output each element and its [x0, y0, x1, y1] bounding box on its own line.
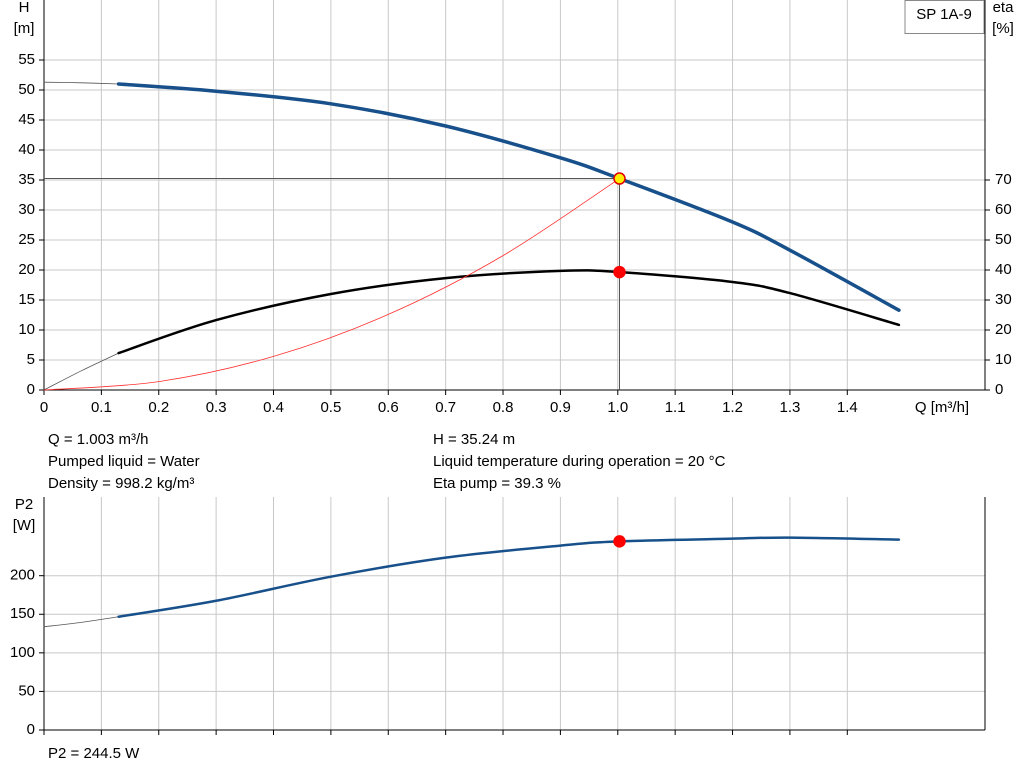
- y-tick-label: 25: [18, 231, 35, 248]
- x-tick-label: 0.4: [263, 399, 284, 416]
- x-tick-label: 0.2: [148, 399, 169, 416]
- y-axis-label: H: [19, 0, 30, 16]
- x-tick-label: 0: [40, 399, 48, 416]
- y-tick-label: 50: [18, 682, 35, 699]
- x-axis-label: Q [m³/h]: [915, 399, 969, 416]
- y2-tick-label: 50: [995, 231, 1012, 248]
- curve: [117, 269, 901, 355]
- y-tick-label: 50: [18, 81, 35, 98]
- y-tick-label: 100: [10, 644, 35, 661]
- y-axis-label: P2: [15, 496, 33, 513]
- chart-title: SP 1A-9: [916, 6, 972, 23]
- title-box: [904, 0, 985, 34]
- y2-tick-label: 10: [995, 351, 1012, 368]
- y-tick-label: 40: [18, 141, 35, 158]
- y-tick-label: 30: [18, 201, 35, 218]
- y2-tick-label: 70: [995, 171, 1012, 188]
- info-text: Density = 998.2 kg/m³: [48, 475, 194, 492]
- y-tick-label: 10: [18, 321, 35, 338]
- x-tick-label: 1.4: [837, 399, 858, 416]
- info-text: H = 35.24 m: [433, 431, 515, 448]
- y-axis-unit: [W]: [13, 517, 36, 534]
- y-tick-label: 35: [18, 171, 35, 188]
- info-text: Pumped liquid = Water: [48, 453, 200, 470]
- y-tick-label: 15: [18, 291, 35, 308]
- x-tick-label: 1.1: [665, 399, 686, 416]
- info-text: Eta pump = 39.3 %: [433, 475, 561, 492]
- y2-axis-label: eta: [993, 0, 1015, 16]
- y2-axis-unit: [%]: [992, 20, 1014, 37]
- x-tick-label: 0.3: [206, 399, 227, 416]
- y2-tick-label: 20: [995, 321, 1012, 338]
- y2-tick-label: 30: [995, 291, 1012, 308]
- y2-tick-label: 40: [995, 261, 1012, 278]
- operating-point: [613, 265, 626, 279]
- curve: [116, 82, 901, 312]
- y-axis-unit: [m]: [14, 20, 35, 37]
- y-tick-label: 200: [10, 567, 35, 584]
- info-text: Q = 1.003 m³/h: [48, 431, 148, 448]
- x-tick-label: 0.1: [91, 399, 112, 416]
- curve: [117, 536, 901, 618]
- operating-point: [613, 535, 626, 548]
- x-tick-label: 1.2: [722, 399, 743, 416]
- y2-tick-label: 0: [995, 381, 1003, 398]
- y-tick-label: 150: [10, 605, 35, 622]
- y2-tick-label: 60: [995, 201, 1012, 218]
- curve: [43, 616, 119, 628]
- info-text: Liquid temperature during operation = 20…: [433, 453, 726, 470]
- x-tick-label: 1.3: [779, 399, 800, 416]
- x-tick-label: 0.5: [320, 399, 341, 416]
- x-tick-label: 0.7: [435, 399, 456, 416]
- curve: [43, 178, 620, 391]
- x-tick-label: 0.6: [378, 399, 399, 416]
- curve: [43, 81, 119, 85]
- curve: [43, 352, 119, 391]
- y-tick-label: 0: [27, 721, 35, 738]
- y-tick-label: 5: [27, 351, 35, 368]
- y-tick-label: 45: [18, 111, 35, 128]
- y-tick-label: 20: [18, 261, 35, 278]
- x-tick-label: 0.9: [550, 399, 571, 416]
- operating-point: [613, 172, 626, 185]
- x-tick-label: 0.8: [493, 399, 514, 416]
- y-tick-label: 0: [27, 381, 35, 398]
- info-text: P2 = 244.5 W: [48, 745, 140, 762]
- x-tick-label: 1.0: [607, 399, 628, 416]
- y-tick-label: 55: [18, 51, 35, 68]
